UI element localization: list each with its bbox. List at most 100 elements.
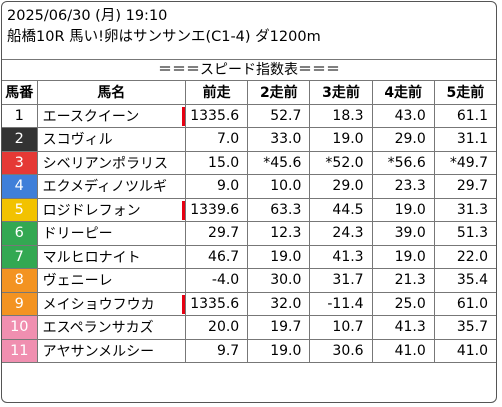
column-header-last-race: 前走 — [185, 80, 249, 105]
horse-name: メイショウフウカ — [42, 296, 155, 313]
speed-index-2-cell: 10.0 — [247, 174, 311, 199]
horse-number-cell: 3 — [2, 150, 38, 175]
table-row: 2 スコヴィル 7.0 33.0 19.0 29.0 31.1 — [2, 127, 496, 152]
horse-name: マルヒロナイト — [42, 249, 141, 266]
table-banner: ＝＝＝スピード指数表＝＝＝ — [2, 59, 496, 80]
speed-index-2-cell: 19.0 — [247, 244, 311, 269]
horse-name: アヤサンメルシー — [42, 343, 155, 360]
speed-index-3-cell: 24.3 — [309, 221, 373, 246]
speed-index-5-cell: 35.7 — [433, 315, 496, 340]
speed-index-5-cell: 31.3 — [433, 197, 496, 222]
speed-index-4-cell: 19.0 — [371, 197, 435, 222]
horse-number-cell: 1 — [2, 103, 38, 128]
speed-index-3-cell: 29.0 — [309, 174, 373, 199]
table-row: 6 ドリーピー 29.7 12.3 24.3 39.0 51.3 — [2, 221, 496, 246]
speed-index-5-cell: 51.3 — [433, 221, 496, 246]
race-header: 2025/06/30 (月) 19:10 船橋10R 馬い!卵はサンサンエ(C1… — [2, 2, 496, 47]
highlight-marker — [182, 106, 185, 126]
horse-name-cell: ヴェニーレ — [36, 268, 187, 293]
column-header-number: 馬番 — [2, 80, 38, 105]
table-row: 10 エスペランサカズ 20.0 19.7 10.7 41.3 35.7 — [2, 315, 496, 340]
speed-index-1-cell: 46.7 — [185, 244, 249, 269]
speed-index-1-cell: 20.0 — [185, 315, 249, 340]
speed-index-3-cell: 10.7 — [309, 315, 373, 340]
horse-name-cell: ドリーピー — [36, 221, 187, 246]
speed-index-1-cell: 15.0 — [185, 150, 249, 175]
horse-number-cell: 6 — [2, 221, 38, 246]
speed-index-1-cell: 1339.6 — [185, 197, 249, 222]
speed-index-3-cell: 18.3 — [309, 103, 373, 128]
table-header-row: 馬番 馬名 前走 2走前 3走前 4走前 5走前 — [2, 80, 496, 105]
race-datetime: 2025/06/30 (月) 19:10 — [7, 8, 168, 24]
speed-index-3-cell: 19.0 — [309, 127, 373, 152]
horse-number-cell: 5 — [2, 197, 38, 222]
speed-index-1-cell: -4.0 — [185, 268, 249, 293]
highlight-marker — [182, 200, 185, 220]
speed-index-5-cell: 35.4 — [433, 268, 496, 293]
race-title: 船橋10R 馬い!卵はサンサンエ(C1-4) ダ1200m — [7, 29, 321, 45]
speed-index-2-cell: 63.3 — [247, 197, 311, 222]
horse-number-cell: 7 — [2, 244, 38, 269]
horse-name-cell: マルヒロナイト — [36, 244, 187, 269]
horse-name-cell: スコヴィル — [36, 127, 187, 152]
horse-name: ドリーピー — [42, 226, 113, 243]
speed-index-2-cell: 32.0 — [247, 291, 311, 316]
horse-number-cell: 8 — [2, 268, 38, 293]
table-row: 1 エースクイーン 1335.6 52.7 18.3 43.0 61.1 — [2, 103, 496, 128]
speed-index-3-cell: 30.6 — [309, 338, 373, 363]
speed-index-4-cell: 19.0 — [371, 244, 435, 269]
speed-index-card: 2025/06/30 (月) 19:10 船橋10R 馬い!卵はサンサンエ(C1… — [1, 1, 497, 403]
speed-index-1-cell: 9.0 — [185, 174, 249, 199]
speed-index-4-cell: 23.3 — [371, 174, 435, 199]
speed-index-4-cell: 41.0 — [371, 338, 435, 363]
horse-number-cell: 9 — [2, 291, 38, 316]
table-row: 3 シベリアンポラリス 15.0 *45.6 *52.0 *56.6 *49.7 — [2, 150, 496, 175]
highlight-marker — [182, 294, 185, 314]
horse-number-cell: 4 — [2, 174, 38, 199]
horse-name: エースクイーン — [42, 108, 140, 125]
table-row: 8 ヴェニーレ -4.0 30.0 31.7 21.3 35.4 — [2, 268, 496, 293]
table-row: 9 メイショウフウカ 1335.6 32.0 -11.4 25.0 61.0 — [2, 291, 496, 316]
speed-index-5-cell: 61.1 — [433, 103, 496, 128]
speed-index-1-cell: 1335.6 — [185, 291, 249, 316]
column-header-horse-name: 馬名 — [36, 80, 187, 105]
horse-name: エスペランサカズ — [42, 320, 154, 337]
speed-index-1-cell: 1335.6 — [185, 103, 249, 128]
speed-index-table: 馬番 馬名 前走 2走前 3走前 4走前 5走前 1 エースクイーン 1335.6 5… — [2, 80, 496, 363]
speed-index-5-cell: 41.0 — [433, 338, 496, 363]
horse-number-cell: 10 — [2, 315, 38, 340]
horse-name-cell: エースクイーン — [36, 103, 187, 128]
speed-index-4-cell: *56.6 — [371, 150, 435, 175]
column-header-3-races-ago: 3走前 — [309, 80, 373, 105]
speed-index-5-cell: 29.7 — [433, 174, 496, 199]
horse-name: ロジドレフォン — [42, 202, 141, 219]
horse-name-cell: ロジドレフォン — [36, 197, 187, 222]
column-header-4-races-ago: 4走前 — [371, 80, 435, 105]
horse-number-cell: 2 — [2, 127, 38, 152]
speed-index-4-cell: 41.3 — [371, 315, 435, 340]
speed-index-2-cell: 19.7 — [247, 315, 311, 340]
speed-index-2-cell: 19.0 — [247, 338, 311, 363]
horse-number-cell: 11 — [2, 338, 38, 363]
horse-name-cell: シベリアンポラリス — [36, 150, 187, 175]
speed-index-3-cell: -11.4 — [309, 291, 373, 316]
speed-index-2-cell: 52.7 — [247, 103, 311, 128]
horse-name-cell: エクメディノツルギ — [36, 174, 187, 199]
table-row: 11 アヤサンメルシー 9.7 19.0 30.6 41.0 41.0 — [2, 338, 496, 363]
speed-index-1-cell: 29.7 — [185, 221, 249, 246]
speed-index-5-cell: *49.7 — [433, 150, 496, 175]
speed-index-5-cell: 61.0 — [433, 291, 496, 316]
table-row: 4 エクメディノツルギ 9.0 10.0 29.0 23.3 29.7 — [2, 174, 496, 199]
speed-index-4-cell: 21.3 — [371, 268, 435, 293]
horse-name: スコヴィル — [42, 132, 113, 149]
speed-index-3-cell: 44.5 — [309, 197, 373, 222]
speed-index-1-cell: 7.0 — [185, 127, 249, 152]
speed-index-2-cell: 12.3 — [247, 221, 311, 246]
speed-index-2-cell: 33.0 — [247, 127, 311, 152]
horse-name-cell: エスペランサカズ — [36, 315, 187, 340]
speed-index-3-cell: 31.7 — [309, 268, 373, 293]
table-row: 7 マルヒロナイト 46.7 19.0 41.3 19.0 22.0 — [2, 244, 496, 269]
speed-index-4-cell: 39.0 — [371, 221, 435, 246]
horse-name-cell: メイショウフウカ — [36, 291, 187, 316]
table-row: 5 ロジドレフォン 1339.6 63.3 44.5 19.0 31.3 — [2, 197, 496, 222]
